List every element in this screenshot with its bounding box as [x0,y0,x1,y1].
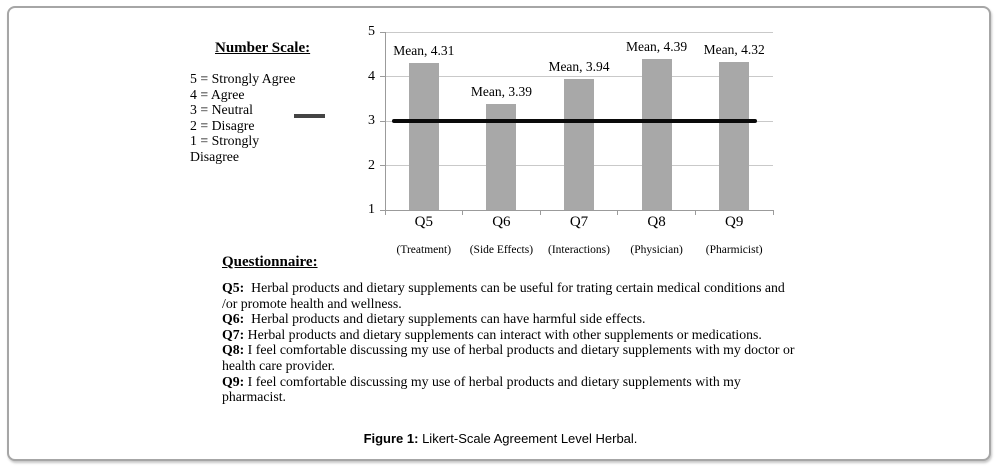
question-prefix: Q8: [222,342,245,358]
number-scale-item-5: 5 = Strongly Agree [190,71,296,86]
questionnaire-item-q6: Q6: Herbal products and dietary suppleme… [222,311,800,327]
number-scale-item-4: 4 = Agree [190,86,245,102]
figure-caption-label: Figure 1: [363,431,419,446]
questionnaire-item-q8: Q8: I feel comfortable discussing my use… [222,342,800,373]
questionnaire-item-q9: Q9: I feel comfortable discussing my use… [222,374,800,405]
questionnaire-list: Q5: Herbal products and dietary suppleme… [222,280,800,405]
number-scale-list: 5 = Strongly Agree 4 = Agree 3 = Neutral… [190,71,360,165]
number-scale-item-1: 1 = Strongly Disagree [190,133,260,164]
number-scale-title: Number Scale: [215,40,311,56]
question-prefix: Q7: [222,326,245,342]
questionnaire-title: Questionnaire: [222,254,318,270]
neutral-line-legend-swatch [294,114,325,118]
figure-border [7,6,991,461]
questionnaire-item-q5: Q5: Herbal products and dietary suppleme… [222,280,800,311]
question-prefix: Q6: [222,311,245,327]
number-scale-item-3: 3 = Neutral [190,102,253,118]
questionnaire-item-q7: Q7: Herbal products and dietary suppleme… [222,327,800,343]
figure-caption-text: Likert-Scale Agreement Level Herbal. [418,431,638,446]
question-text: Herbal products and dietary supplements … [244,326,762,342]
question-text: I feel comfortable discussing my use of … [222,342,798,373]
question-text: I feel comfortable discussing my use of … [222,373,745,405]
question-text: Herbal products and dietary supplements … [244,311,646,327]
figure-caption: Figure 1: Likert-Scale Agreement Level H… [0,431,1001,446]
question-text: Herbal products and dietary supplements … [222,280,789,311]
number-scale-item-2: 2 = Disagre [190,117,255,133]
question-prefix: Q5: [222,280,245,295]
question-prefix: Q9: [222,373,245,389]
